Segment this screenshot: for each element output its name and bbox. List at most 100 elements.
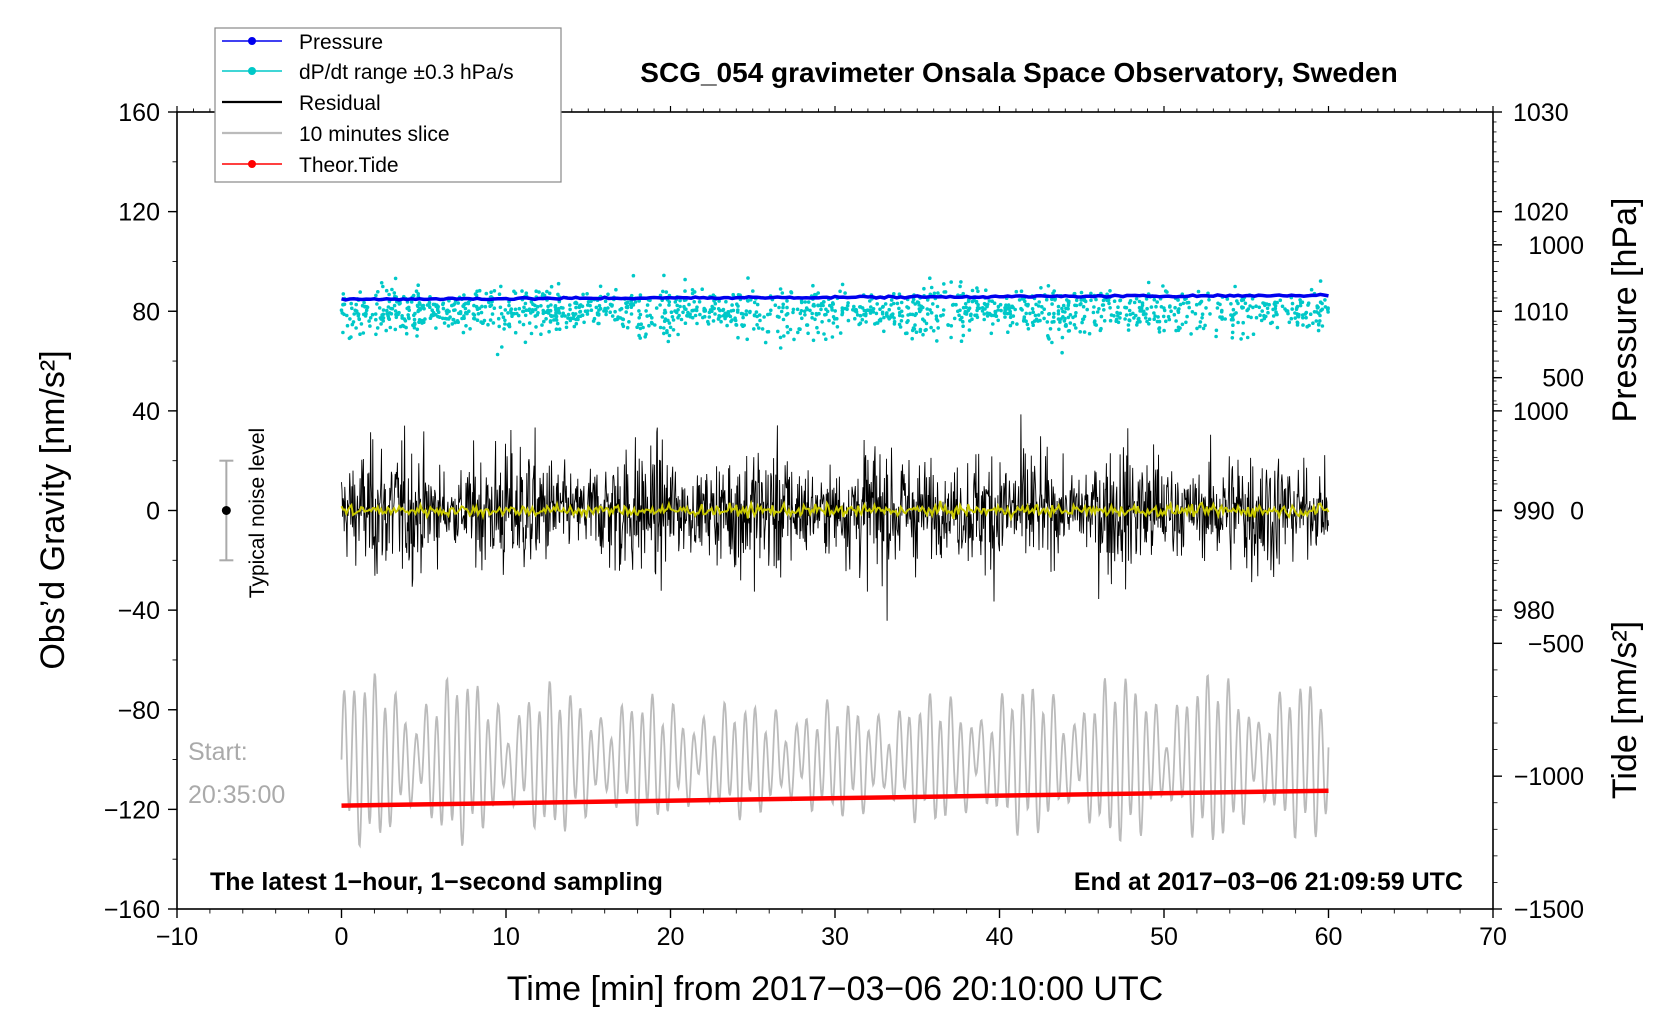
dpdt-point (1323, 298, 1327, 302)
dpdt-point (434, 326, 438, 330)
dpdt-point (1293, 316, 1297, 320)
dpdt-point (985, 314, 990, 318)
dpdt-point (959, 280, 963, 284)
dpdt-point (561, 311, 565, 316)
dpdt-point (784, 313, 789, 317)
dpdt-point (598, 284, 603, 289)
dpdt-point (985, 311, 990, 315)
dpdt-point (629, 305, 634, 310)
svg-text:10 minutes slice: 10 minutes slice (299, 123, 450, 146)
dpdt-point (1108, 306, 1112, 310)
y-tick-label: 120 (118, 199, 160, 227)
dpdt-point (628, 302, 633, 307)
dpdt-point (461, 304, 465, 308)
dpdt-point (637, 309, 641, 313)
dpdt-point (597, 308, 601, 312)
noise-level-marker: Typical noise level (219, 428, 269, 598)
dpdt-point (1134, 297, 1139, 301)
dpdt-point (1026, 327, 1031, 331)
dpdt-point (935, 339, 939, 343)
dpdt-point (650, 316, 654, 320)
dpdt-point (1132, 300, 1137, 305)
dpdt-point (533, 307, 538, 312)
dpdt-point (445, 317, 449, 321)
dpdt-point (782, 334, 786, 338)
dpdt-point (1026, 302, 1030, 307)
dpdt-point (1126, 328, 1131, 332)
dpdt-point (546, 308, 550, 313)
dpdt-point (1066, 301, 1071, 305)
y-tick-label: 80 (132, 298, 160, 326)
dpdt-point (541, 311, 546, 316)
dpdt-point (798, 311, 803, 316)
dpdt-point (446, 324, 451, 328)
dpdt-point (1031, 310, 1035, 315)
dpdt-point (692, 300, 696, 304)
dpdt-point (1163, 289, 1168, 293)
dpdt-point (496, 316, 501, 321)
dpdt-point (1196, 289, 1201, 294)
dpdt-point (736, 335, 740, 340)
dpdt-point (1036, 304, 1041, 308)
dpdt-point (875, 321, 880, 325)
dpdt-point (812, 302, 816, 307)
dpdt-point (547, 329, 551, 334)
dpdt-point (1101, 298, 1106, 303)
dpdt-point (621, 324, 626, 329)
dpdt-point (678, 298, 682, 303)
dpdt-point (678, 304, 682, 309)
dpdt-point (638, 293, 643, 297)
dpdt-point (1102, 319, 1107, 323)
legend-item-residual: Residual (222, 92, 381, 115)
dpdt-point (726, 311, 731, 316)
dpdt-point (635, 325, 639, 330)
dpdt-point (1162, 328, 1166, 333)
dpdt-point (557, 311, 562, 315)
pressure-axis-label: Pressure [hPa] (1606, 198, 1644, 423)
dpdt-point (555, 321, 560, 326)
dpdt-point (564, 320, 569, 325)
dpdt-point (506, 311, 510, 315)
dpdt-point (1155, 319, 1160, 324)
dpdt-point (1056, 309, 1061, 313)
dpdt-point (881, 304, 885, 309)
dpdt-point (831, 302, 835, 306)
dpdt-point (724, 314, 729, 318)
dpdt-point (1289, 316, 1294, 321)
dpdt-point (1260, 309, 1264, 313)
dpdt-point (977, 306, 982, 311)
dpdt-point (1046, 335, 1051, 340)
dpdt-point (618, 308, 622, 312)
dpdt-point (509, 308, 513, 313)
dpdt-point (892, 319, 897, 324)
dpdt-point (996, 308, 1000, 312)
dpdt-point (950, 303, 955, 307)
dpdt-point (1246, 314, 1251, 319)
dpdt-point (417, 320, 421, 325)
dpdt-point (817, 311, 821, 316)
dpdt-point (974, 313, 979, 318)
dpdt-point (387, 292, 391, 297)
dpdt-point (1318, 279, 1323, 283)
dpdt-point (1082, 330, 1087, 334)
dpdt-point (662, 326, 666, 330)
dpdt-point (556, 281, 561, 286)
dpdt-point (1236, 301, 1240, 306)
dpdt-point (1061, 315, 1065, 319)
dpdt-point (905, 305, 909, 309)
dpdt-point (1034, 317, 1039, 322)
dpdt-point (568, 307, 572, 312)
dpdt-point (577, 304, 582, 308)
dpdt-point (1056, 317, 1061, 321)
dpdt-point (1147, 317, 1152, 322)
dpdt-point (1223, 317, 1227, 321)
dpdt-point (1167, 317, 1172, 322)
dpdt-point (1056, 311, 1061, 316)
dpdt-point (1011, 314, 1016, 318)
dpdt-point (549, 303, 553, 307)
dpdt-point (800, 316, 804, 321)
dpdt-point (352, 312, 357, 316)
x-tick-label: 20 (657, 923, 685, 951)
dpdt-point (690, 291, 695, 296)
dpdt-point (1127, 318, 1132, 323)
